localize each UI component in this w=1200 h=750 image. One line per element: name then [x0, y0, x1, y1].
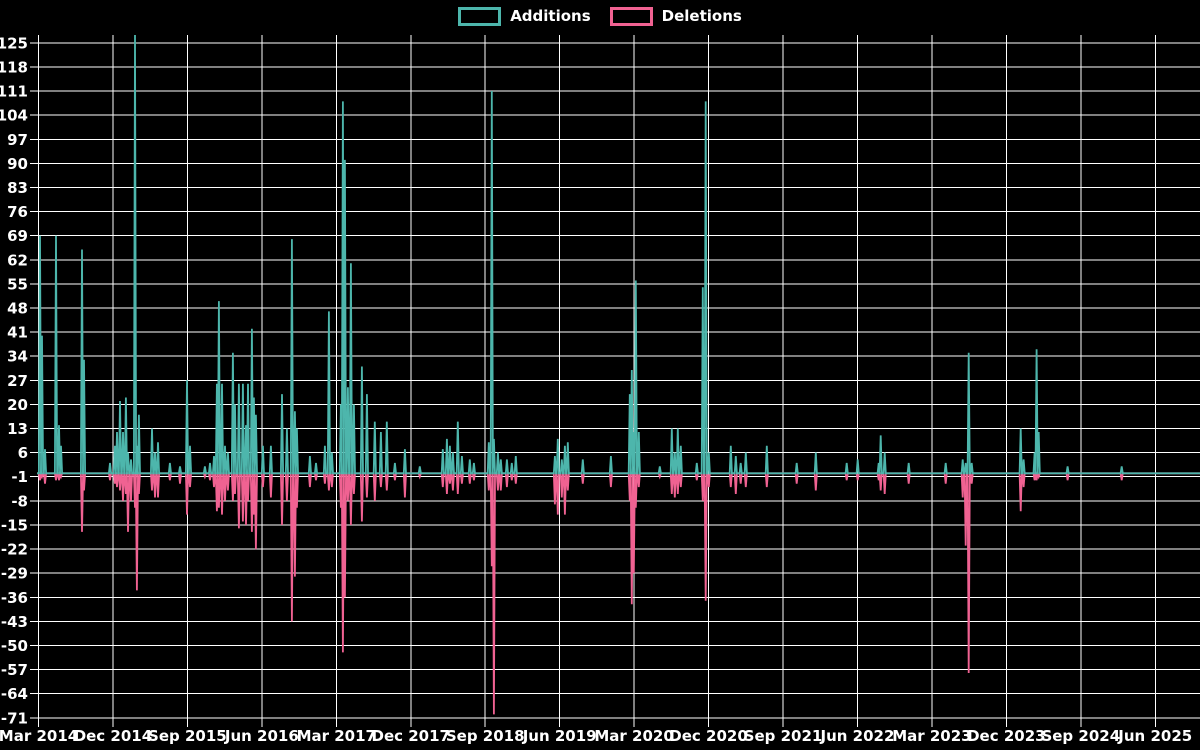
x-axis-tick-label: Mar 2017: [297, 727, 376, 745]
y-axis-tick-label: 48: [7, 300, 28, 318]
y-axis-tick-label: -15: [1, 516, 28, 534]
y-axis-tick-label: 118: [0, 58, 28, 76]
chart-legend: Additions Deletions: [0, 7, 1200, 26]
deletions-swatch-icon: [609, 7, 653, 26]
axis-labels: 125 118 111 104 97 90 83 76 69 62 55 48 41 34 27 20 13 6 -…: [0, 34, 1192, 745]
y-axis-tick-label: -1: [11, 468, 28, 486]
y-axis-tick-label: -50: [1, 637, 28, 655]
deletions-line: [37, 472, 1200, 715]
y-axis-tick-label: 13: [7, 420, 28, 438]
y-axis-tick-label: -71: [1, 709, 28, 727]
additions-swatch-icon: [458, 7, 502, 26]
x-axis-tick-label: Dec 2014: [74, 727, 153, 745]
y-axis-tick-label: 104: [0, 107, 28, 125]
y-axis-tick-label: -57: [1, 661, 28, 679]
y-axis-tick-label: 27: [7, 372, 28, 390]
x-axis-tick-label: Mar 2023: [892, 727, 971, 745]
x-axis-tick-label: Mar 2014: [0, 727, 78, 745]
x-axis-tick-label: Sep 2015: [148, 727, 227, 745]
y-axis-tick-label: -8: [11, 492, 28, 510]
x-axis-tick-label: Jun 2016: [224, 727, 299, 745]
additions-line: [37, 35, 1200, 475]
y-axis-tick-label: 111: [0, 83, 28, 101]
x-axis-tick-label: Jun 2022: [819, 727, 894, 745]
x-axis-tick-label: Dec 2020: [669, 727, 748, 745]
legend-item-additions[interactable]: Additions: [458, 7, 591, 26]
x-axis-tick-label: Dec 2017: [372, 727, 451, 745]
y-axis-tick-label: -29: [1, 565, 28, 583]
y-axis-tick-label: 83: [7, 179, 28, 197]
x-axis-tick-label: Dec 2023: [967, 727, 1046, 745]
x-axis-tick-label: Mar 2020: [594, 727, 673, 745]
y-axis-tick-label: 97: [7, 131, 28, 149]
y-axis-tick-label: 90: [7, 155, 28, 173]
y-axis-tick-label: 20: [7, 396, 28, 414]
x-axis-tick-label: Sep 2024: [1041, 727, 1120, 745]
x-axis-tick-label: Jun 2019: [522, 727, 597, 745]
y-axis-tick-label: 76: [7, 203, 28, 221]
y-axis-tick-label: -22: [1, 541, 28, 559]
gridlines: [30, 35, 1200, 727]
y-axis-tick-label: -64: [1, 685, 28, 703]
legend-item-deletions[interactable]: Deletions: [609, 7, 742, 26]
y-axis-tick-label: -36: [1, 589, 28, 607]
x-axis-tick-label: Sep 2018: [446, 727, 525, 745]
x-axis-tick-label: Jun 2025: [1117, 727, 1192, 745]
y-axis-tick-label: 34: [7, 348, 28, 366]
y-axis-tick-label: 62: [7, 251, 28, 269]
y-axis-tick-label: 125: [0, 34, 28, 52]
y-axis-tick-label: 41: [7, 324, 28, 342]
y-axis-tick-label: 69: [7, 227, 28, 245]
y-axis-tick-label: 6: [18, 444, 28, 462]
deletions-legend-label: Deletions: [661, 7, 742, 25]
y-axis-tick-label: -43: [1, 613, 28, 631]
x-axis-tick-label: Sep 2021: [744, 727, 823, 745]
data-series: [37, 35, 1200, 715]
y-axis-tick-label: 55: [7, 275, 28, 293]
additions-legend-label: Additions: [510, 7, 591, 25]
